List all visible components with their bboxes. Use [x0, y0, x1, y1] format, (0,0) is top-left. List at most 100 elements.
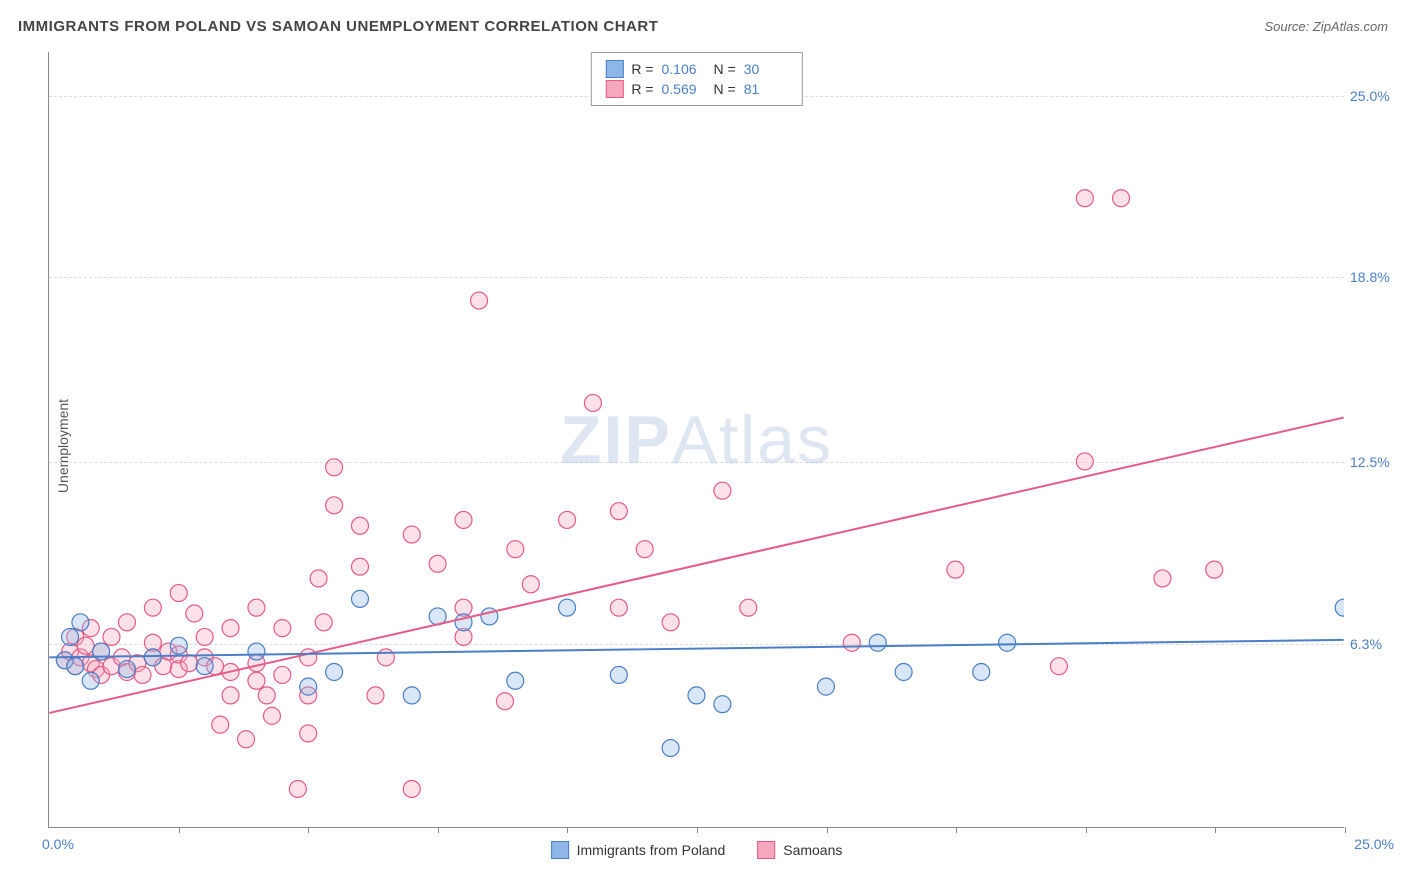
scatter-point-poland [610, 666, 627, 683]
scatter-point-samoans [610, 599, 627, 616]
scatter-point-poland [714, 696, 731, 713]
swatch-poland [605, 60, 623, 78]
legend-bottom: Immigrants from Poland Samoans [551, 841, 843, 859]
scatter-point-samoans [181, 655, 198, 672]
swatch-samoans [605, 80, 623, 98]
legend-item-samoans: Samoans [757, 841, 842, 859]
trend-line-poland [49, 640, 1343, 658]
swatch-samoans [757, 841, 775, 859]
scatter-point-samoans [429, 555, 446, 572]
scatter-point-samoans [274, 620, 291, 637]
scatter-point-samoans [367, 687, 384, 704]
scatter-point-samoans [274, 666, 291, 683]
scatter-point-samoans [351, 517, 368, 534]
y-tick-label: 25.0% [1350, 88, 1400, 104]
legend-stats-row-poland: R = 0.106 N = 30 [605, 59, 787, 79]
scatter-point-samoans [740, 599, 757, 616]
legend-stats-box: R = 0.106 N = 30 R = 0.569 N = 81 [590, 52, 802, 106]
scatter-point-samoans [77, 637, 94, 654]
x-tick [308, 827, 309, 833]
scatter-point-samoans [377, 649, 394, 666]
scatter-point-samoans [248, 599, 265, 616]
scatter-point-samoans [1206, 561, 1223, 578]
scatter-point-samoans [196, 628, 213, 645]
plot-area: ZIPAtlas R = 0.106 N = 30 R = 0.569 N = … [48, 52, 1344, 828]
scatter-point-samoans [326, 497, 343, 514]
n-value-samoans: 81 [744, 81, 788, 97]
source-attribution: Source: ZipAtlas.com [1264, 19, 1388, 34]
scatter-point-poland [869, 634, 886, 651]
scatter-point-poland [559, 599, 576, 616]
x-tick [1215, 827, 1216, 833]
scatter-point-poland [300, 678, 317, 695]
scatter-point-poland [662, 740, 679, 757]
scatter-point-poland [119, 661, 136, 678]
scatter-point-samoans [1050, 658, 1067, 675]
scatter-point-samoans [351, 558, 368, 575]
r-value-poland: 0.106 [662, 61, 706, 77]
scatter-point-samoans [714, 482, 731, 499]
scatter-point-samoans [559, 511, 576, 528]
scatter-point-poland [67, 658, 84, 675]
scatter-point-samoans [326, 459, 343, 476]
scatter-point-samoans [222, 620, 239, 637]
y-tick-label: 12.5% [1350, 454, 1400, 470]
x-tick [1086, 827, 1087, 833]
scatter-point-poland [82, 672, 99, 689]
scatter-point-poland [999, 634, 1016, 651]
x-tick [438, 827, 439, 833]
scatter-point-samoans [636, 541, 653, 558]
scatter-point-poland [507, 672, 524, 689]
scatter-point-samoans [843, 634, 860, 651]
x-tick [1345, 827, 1346, 833]
scatter-point-poland [144, 649, 161, 666]
y-tick-label: 18.8% [1350, 269, 1400, 285]
n-label: N = [714, 61, 736, 77]
n-value-poland: 30 [744, 61, 788, 77]
legend-stats-row-samoans: R = 0.569 N = 81 [605, 79, 787, 99]
scatter-point-samoans [1076, 190, 1093, 207]
scatter-point-samoans [1154, 570, 1171, 587]
scatter-point-samoans [222, 687, 239, 704]
scatter-point-poland [688, 687, 705, 704]
scatter-point-samoans [584, 394, 601, 411]
scatter-point-poland [817, 678, 834, 695]
scatter-point-poland [895, 664, 912, 681]
scatter-point-samoans [258, 687, 275, 704]
scatter-point-poland [351, 590, 368, 607]
x-tick [179, 827, 180, 833]
legend-label-poland: Immigrants from Poland [577, 842, 726, 858]
x-axis-min-label: 0.0% [42, 836, 74, 852]
scatter-point-samoans [103, 628, 120, 645]
scatter-point-samoans [144, 599, 161, 616]
trend-line-samoans [49, 418, 1343, 713]
x-tick [827, 827, 828, 833]
y-tick-label: 6.3% [1350, 636, 1400, 652]
scatter-point-samoans [507, 541, 524, 558]
swatch-poland [551, 841, 569, 859]
scatter-point-samoans [471, 292, 488, 309]
scatter-point-samoans [170, 585, 187, 602]
scatter-point-samoans [403, 780, 420, 797]
scatter-point-poland [62, 628, 79, 645]
scatter-point-samoans [947, 561, 964, 578]
scatter-point-samoans [1113, 190, 1130, 207]
scatter-point-poland [1335, 599, 1344, 616]
scatter-point-samoans [1076, 453, 1093, 470]
scatter-point-poland [403, 687, 420, 704]
chart-title: IMMIGRANTS FROM POLAND VS SAMOAN UNEMPLO… [18, 18, 658, 35]
scatter-point-samoans [212, 716, 229, 733]
scatter-point-poland [196, 658, 213, 675]
x-tick [697, 827, 698, 833]
scatter-point-samoans [310, 570, 327, 587]
scatter-point-samoans [662, 614, 679, 631]
scatter-point-samoans [403, 526, 420, 543]
scatter-point-samoans [263, 707, 280, 724]
x-tick [956, 827, 957, 833]
scatter-point-poland [72, 614, 89, 631]
scatter-point-samoans [238, 731, 255, 748]
r-label: R = [631, 61, 653, 77]
scatter-point-poland [170, 637, 187, 654]
r-label: R = [631, 81, 653, 97]
scatter-point-samoans [300, 725, 317, 742]
